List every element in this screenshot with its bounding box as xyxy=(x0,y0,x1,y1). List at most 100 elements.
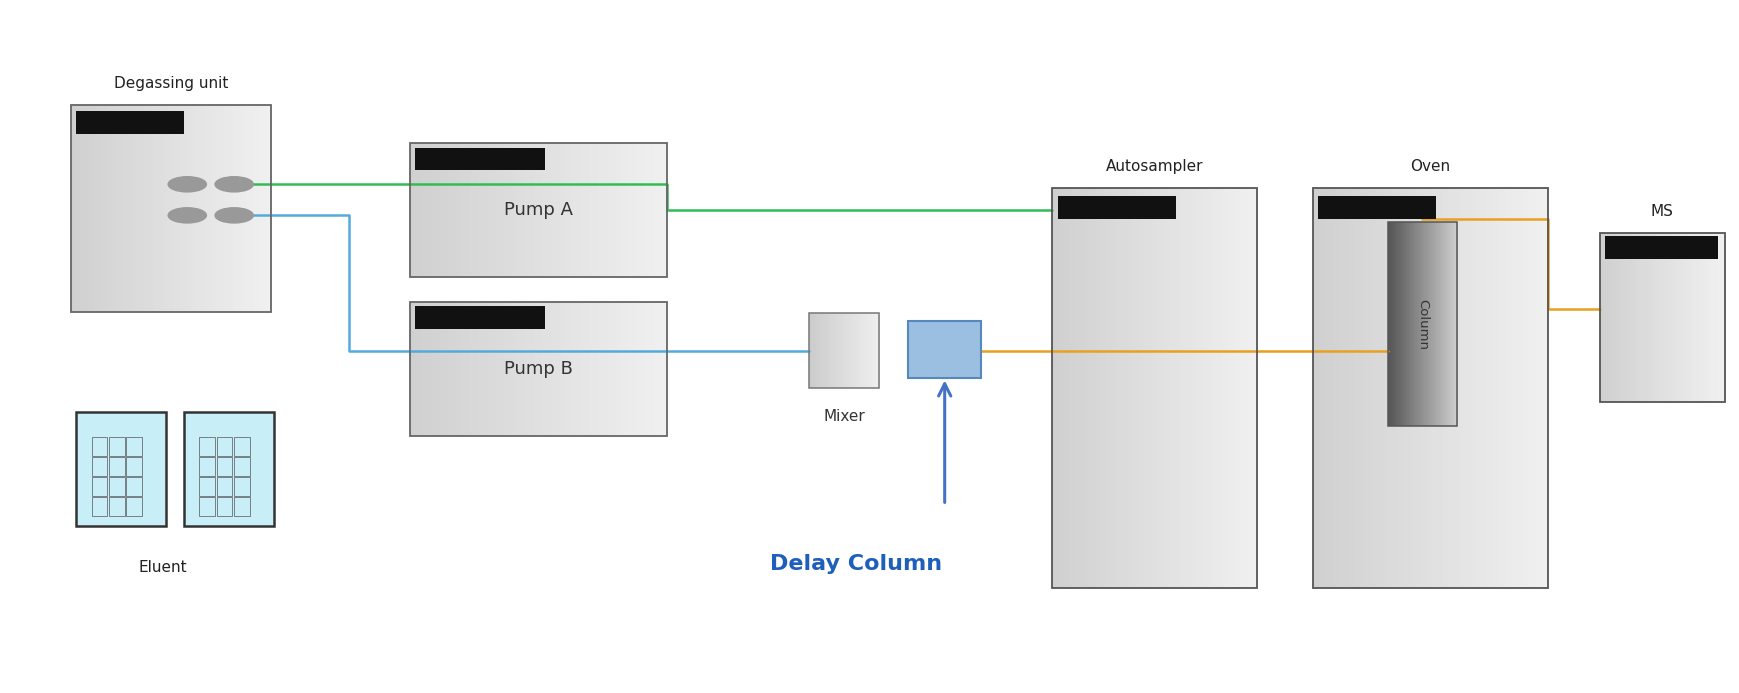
Bar xyxy=(831,313,835,388)
Bar xyxy=(1687,233,1690,402)
Bar xyxy=(1205,188,1209,588)
Bar xyxy=(1323,188,1329,588)
Bar xyxy=(409,143,666,277)
Text: Mixer: Mixer xyxy=(823,409,864,423)
Bar xyxy=(1123,188,1127,588)
Bar xyxy=(1167,188,1170,588)
Bar xyxy=(863,313,866,388)
Bar xyxy=(200,437,216,455)
Bar xyxy=(821,313,824,388)
Bar xyxy=(1130,188,1134,588)
Bar xyxy=(1407,222,1409,426)
Bar xyxy=(1438,222,1442,426)
Bar xyxy=(1431,222,1435,426)
Bar xyxy=(115,105,118,312)
Bar xyxy=(563,301,569,436)
Bar xyxy=(809,313,878,388)
Bar xyxy=(1609,233,1612,402)
Bar xyxy=(636,301,642,436)
Bar xyxy=(1398,222,1400,426)
Bar xyxy=(78,105,82,312)
Text: MS: MS xyxy=(1650,204,1673,219)
Bar xyxy=(1221,188,1224,588)
Bar xyxy=(435,301,440,436)
Bar xyxy=(1435,222,1438,426)
Bar xyxy=(537,301,543,436)
Bar xyxy=(177,105,181,312)
Bar xyxy=(148,105,151,312)
Bar xyxy=(1433,222,1436,426)
Bar xyxy=(1657,233,1662,402)
Bar xyxy=(217,105,221,312)
Bar xyxy=(1242,188,1245,588)
Bar xyxy=(163,105,169,312)
Bar xyxy=(144,105,148,312)
Bar xyxy=(1402,222,1403,426)
Bar xyxy=(1403,188,1407,588)
Bar xyxy=(508,301,513,436)
Bar xyxy=(449,301,454,436)
Bar xyxy=(1151,188,1155,588)
Bar xyxy=(1092,188,1096,588)
Bar xyxy=(461,301,466,436)
Bar xyxy=(1313,188,1316,588)
Bar xyxy=(94,105,99,312)
Bar xyxy=(1419,222,1423,426)
Bar xyxy=(1673,233,1678,402)
Bar xyxy=(1421,222,1424,426)
Bar xyxy=(1429,188,1433,588)
Bar xyxy=(1633,233,1636,402)
Bar xyxy=(1424,188,1428,588)
Bar xyxy=(864,313,868,388)
Bar xyxy=(1356,188,1360,588)
Bar xyxy=(560,301,565,436)
Bar xyxy=(423,143,428,277)
Bar xyxy=(1485,188,1489,588)
Circle shape xyxy=(169,208,207,223)
Bar xyxy=(1502,188,1506,588)
Bar xyxy=(631,301,636,436)
Bar xyxy=(1247,188,1250,588)
Bar xyxy=(876,313,878,388)
Bar xyxy=(191,105,195,312)
Bar xyxy=(572,143,577,277)
Bar xyxy=(224,105,228,312)
Bar xyxy=(1189,188,1193,588)
Bar xyxy=(464,301,470,436)
Bar xyxy=(473,301,478,436)
Bar xyxy=(534,143,539,277)
Bar xyxy=(593,143,598,277)
Bar xyxy=(1459,188,1462,588)
Bar xyxy=(1209,188,1212,588)
Bar xyxy=(92,457,108,475)
Bar xyxy=(1080,188,1083,588)
Bar xyxy=(843,313,847,388)
Bar xyxy=(1223,188,1226,588)
Bar xyxy=(207,105,212,312)
Bar xyxy=(610,301,616,436)
Bar xyxy=(423,301,428,436)
Bar xyxy=(1473,188,1476,588)
Bar xyxy=(1452,222,1456,426)
Bar xyxy=(1541,188,1544,588)
Bar xyxy=(1083,188,1085,588)
Bar xyxy=(1391,188,1395,588)
Bar xyxy=(1605,233,1609,402)
Bar xyxy=(235,457,250,475)
Bar xyxy=(645,301,650,436)
Bar xyxy=(1598,233,1723,402)
Bar xyxy=(640,143,645,277)
Bar xyxy=(1064,188,1068,588)
Bar xyxy=(1249,188,1252,588)
Bar xyxy=(1101,188,1104,588)
Bar xyxy=(409,301,666,436)
Bar xyxy=(1708,233,1713,402)
Bar xyxy=(478,301,483,436)
Bar xyxy=(1680,233,1683,402)
Bar xyxy=(110,437,125,455)
Bar xyxy=(110,497,125,516)
Bar xyxy=(1238,188,1242,588)
Bar xyxy=(537,143,543,277)
Bar xyxy=(435,143,440,277)
Text: Pump B: Pump B xyxy=(504,360,572,378)
